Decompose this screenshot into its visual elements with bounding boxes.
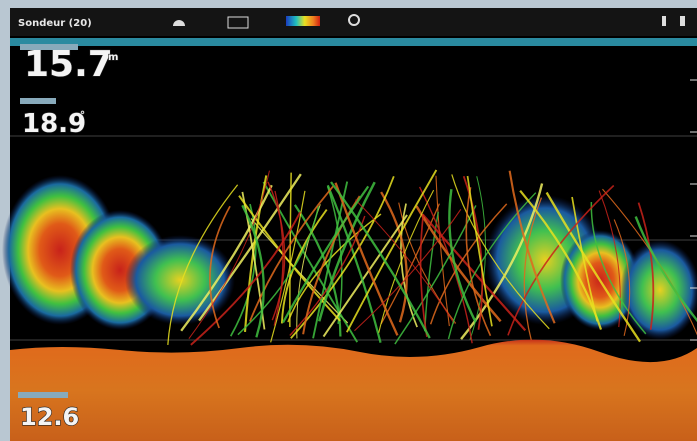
echo-arch: [398, 202, 457, 324]
echo-arch: [330, 181, 431, 339]
echo-arch: [188, 170, 270, 339]
echo-arch: [355, 199, 455, 324]
readout-label: [20, 98, 56, 104]
echo-arch: [273, 190, 284, 326]
echo-arch: [209, 205, 231, 329]
echo-arch: [507, 184, 615, 336]
echo-arch: [634, 216, 697, 323]
echo-arch: [262, 181, 359, 343]
echo-arch: [345, 169, 438, 333]
readout-label: [18, 392, 68, 398]
echo-mass: [125, 235, 235, 325]
echo-arch: [318, 181, 376, 322]
icon-status[interactable]: [662, 16, 666, 26]
echo-arch: [238, 195, 341, 322]
echo-arch: [466, 175, 493, 327]
echo-arch: [545, 191, 641, 343]
echo-arch: [282, 185, 370, 324]
echo-arch: [421, 213, 527, 332]
toolbar-icons[interactable]: [173, 14, 685, 29]
echo-arch: [637, 202, 655, 330]
echo-arch: [590, 202, 647, 335]
echo-arch: [435, 175, 450, 327]
echo-arch: [290, 176, 395, 339]
top-bar: [10, 8, 697, 36]
echo-arch: [326, 184, 382, 343]
echo-arch: [322, 214, 408, 338]
echo-arch: [380, 191, 408, 323]
echo-arch: [448, 189, 477, 323]
echo-arch: [508, 170, 556, 324]
depth-unit: m: [108, 52, 118, 63]
echo-arch: [418, 186, 473, 344]
bottom-readout: 12.6: [20, 403, 79, 431]
echo-arch: [523, 197, 543, 343]
temperature-readout: 18.9: [22, 109, 86, 139]
icon-split[interactable]: [227, 16, 249, 29]
echo-arch: [167, 184, 239, 346]
echo-arch: [289, 215, 366, 336]
surface-band: [10, 38, 697, 46]
echo-arch: [429, 203, 508, 325]
echo-arch: [519, 190, 603, 330]
echo-arch: [447, 192, 537, 340]
echo-arch: [400, 203, 418, 328]
echo-arch: [419, 214, 428, 337]
page-title: Sondeur (20): [18, 18, 92, 29]
echo-arch: [465, 187, 492, 337]
icon-sonar[interactable]: [173, 20, 185, 26]
echo-arch: [267, 181, 286, 321]
echo-arch: [190, 211, 302, 346]
echo-mass: [620, 240, 697, 340]
echo-arch: [241, 204, 265, 338]
echo-arch: [378, 189, 435, 333]
icon-zoom[interactable]: [348, 14, 360, 26]
temperature-unit: °: [80, 110, 85, 121]
echo-arch: [334, 182, 399, 336]
echo-arch: [229, 203, 257, 337]
echo-arch: [424, 211, 439, 332]
readout-label: [20, 44, 78, 50]
echo-arch: [270, 190, 306, 343]
echo-arch: [394, 205, 477, 345]
icon-battery[interactable]: [680, 16, 685, 26]
sonar-echoes: [2, 169, 697, 346]
echo-arch: [354, 209, 462, 332]
depth-readout: 15.7: [24, 44, 113, 85]
seabed: [10, 339, 697, 441]
echo-arch: [237, 206, 320, 336]
echo-arch: [293, 204, 342, 337]
echo-arch: [180, 184, 273, 332]
icon-palette[interactable]: [286, 16, 320, 26]
